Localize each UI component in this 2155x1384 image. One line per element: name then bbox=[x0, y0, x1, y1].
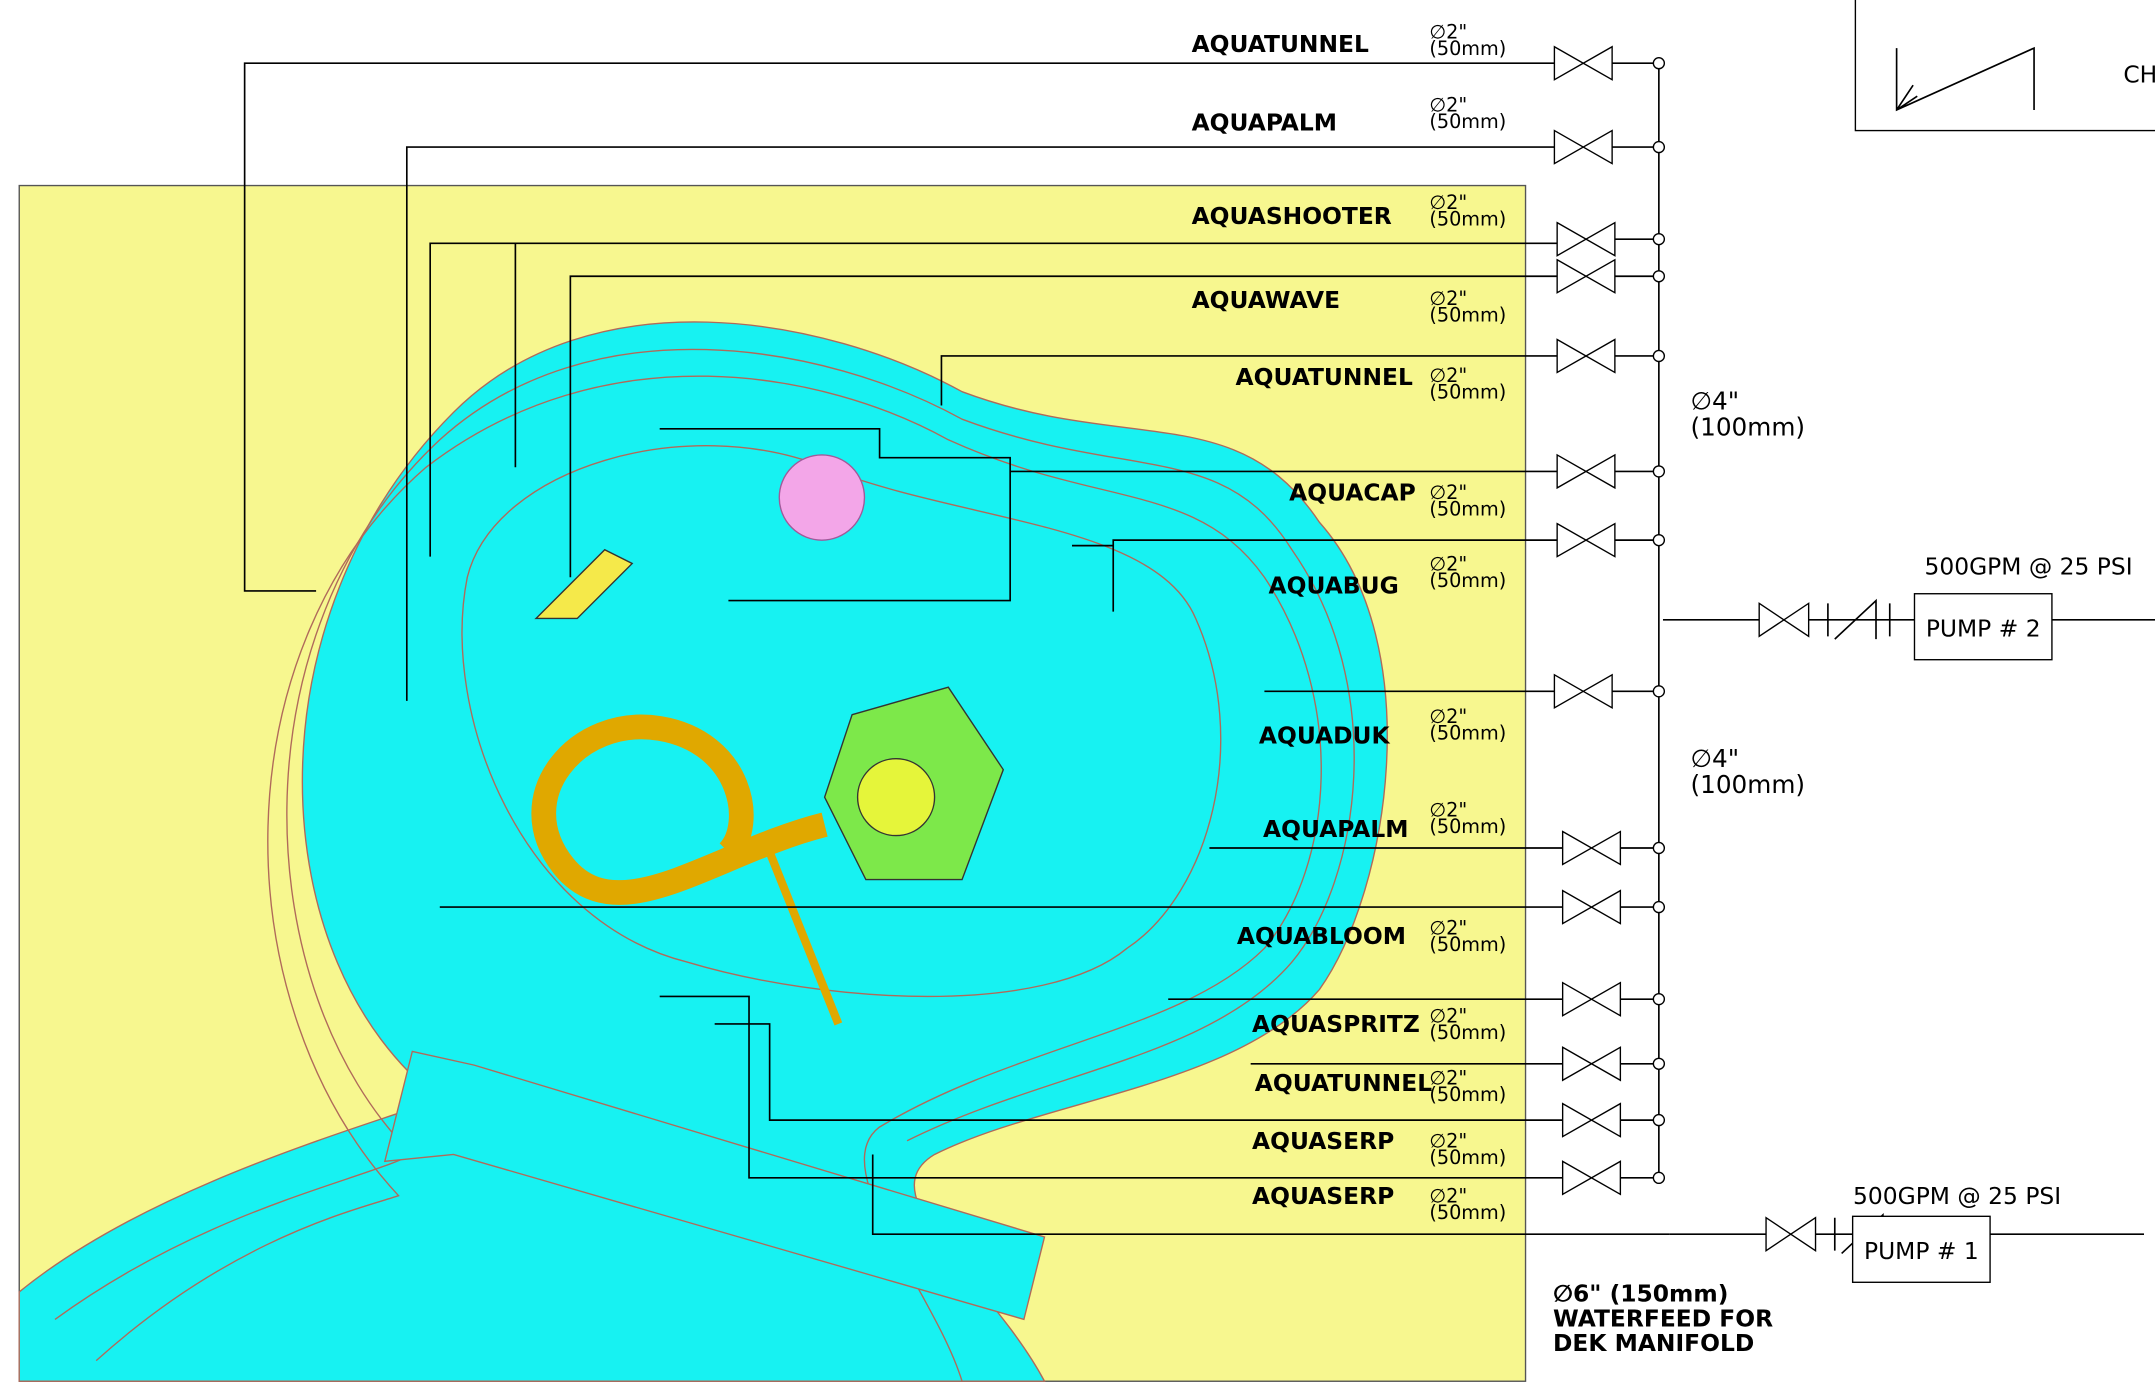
feed-label: AQUABUG bbox=[1269, 572, 1399, 600]
pump-rating: 500GPM @ 25 PSI bbox=[1853, 1182, 2061, 1210]
valve bbox=[1563, 831, 1621, 864]
feed-metric: (50mm) bbox=[1429, 497, 1506, 520]
tee bbox=[1653, 994, 1664, 1005]
main-metric: (100mm) bbox=[1690, 413, 1805, 442]
feed-label: AQUATUNNEL bbox=[1236, 363, 1413, 391]
feed-label: AQUASERP bbox=[1252, 1182, 1394, 1210]
tee bbox=[1653, 58, 1664, 69]
tee bbox=[1653, 142, 1664, 153]
manifold-drawing: AQUATUNNEL∅2"(50mm)AQUAPALM∅2"(50mm)AQUA… bbox=[0, 0, 2155, 1384]
feed-metric: (50mm) bbox=[1429, 110, 1506, 133]
page: Water Feed Manifold html, body { margin:… bbox=[0, 0, 2155, 1384]
feed-metric: (50mm) bbox=[1429, 815, 1506, 838]
tee bbox=[1653, 1172, 1664, 1183]
valve bbox=[1557, 260, 1615, 293]
tee bbox=[1653, 1115, 1664, 1126]
valve bbox=[1563, 983, 1621, 1016]
valve bbox=[1563, 1104, 1621, 1137]
waterfeed-note: DEK MANIFOLD bbox=[1553, 1329, 1754, 1357]
tee bbox=[1653, 535, 1664, 546]
pump-label: PUMP # 1 bbox=[1864, 1237, 1979, 1265]
gear bbox=[858, 759, 935, 836]
main-size: ∅4" bbox=[1690, 744, 1739, 773]
tee bbox=[1653, 234, 1664, 245]
tee bbox=[1653, 350, 1664, 361]
feed-label: AQUATUNNEL bbox=[1255, 1069, 1432, 1097]
feed-metric: (50mm) bbox=[1429, 207, 1506, 230]
feed-metric: (50mm) bbox=[1429, 1146, 1506, 1169]
pump-valve bbox=[1766, 1218, 1815, 1251]
tee bbox=[1653, 271, 1664, 282]
feed-metric: (50mm) bbox=[1429, 1021, 1506, 1044]
valve bbox=[1554, 47, 1612, 80]
feed-label: AQUAPALM bbox=[1263, 815, 1408, 843]
main-metric: (100mm) bbox=[1690, 770, 1805, 799]
legend-box bbox=[1855, 0, 2155, 131]
page-body: {"legend": {"text": "CH"}, "feeds": [ {"… bbox=[0, 0, 2155, 1384]
valve bbox=[1563, 891, 1621, 924]
feed-metric: (50mm) bbox=[1429, 721, 1506, 744]
tee bbox=[1653, 842, 1664, 853]
feed-label: AQUABLOOM bbox=[1237, 922, 1406, 950]
pump-rating: 500GPM @ 25 PSI bbox=[1925, 552, 2133, 580]
feed-metric: (50mm) bbox=[1429, 933, 1506, 956]
feed-label: AQUAWAVE bbox=[1192, 286, 1340, 314]
feed-label: AQUASERP bbox=[1252, 1127, 1394, 1155]
valve bbox=[1557, 223, 1615, 256]
feed-label: AQUATUNNEL bbox=[1192, 30, 1369, 58]
tee bbox=[1653, 686, 1664, 697]
feed-metric: (50mm) bbox=[1429, 1083, 1506, 1106]
feed-label: AQUAPALM bbox=[1192, 109, 1337, 137]
pump-label: PUMP # 2 bbox=[1926, 614, 2041, 642]
feed-metric: (50mm) bbox=[1429, 37, 1506, 60]
feed-label: AQUASPRITZ bbox=[1252, 1010, 1420, 1038]
valve bbox=[1557, 339, 1615, 372]
legend-text: CH bbox=[2123, 60, 2155, 88]
valve bbox=[1554, 675, 1612, 708]
valve bbox=[1557, 455, 1615, 488]
feed-label: AQUASHOOTER bbox=[1192, 202, 1392, 230]
valve bbox=[1563, 1161, 1621, 1194]
feed-label: AQUADUK bbox=[1259, 722, 1391, 750]
feed-metric: (50mm) bbox=[1429, 1201, 1506, 1224]
tee bbox=[1653, 902, 1664, 913]
tee bbox=[1653, 466, 1664, 477]
feed-metric: (50mm) bbox=[1429, 569, 1506, 592]
valve bbox=[1557, 524, 1615, 557]
valve bbox=[1563, 1047, 1621, 1080]
tee bbox=[1653, 1058, 1664, 1069]
feed-label: AQUACAP bbox=[1289, 478, 1416, 506]
valve bbox=[1554, 131, 1612, 164]
feed-metric: (50mm) bbox=[1429, 304, 1506, 327]
pump-valve bbox=[1759, 603, 1808, 636]
feed-metric: (50mm) bbox=[1429, 381, 1506, 404]
sphere bbox=[779, 455, 864, 540]
main-size: ∅4" bbox=[1690, 387, 1739, 416]
